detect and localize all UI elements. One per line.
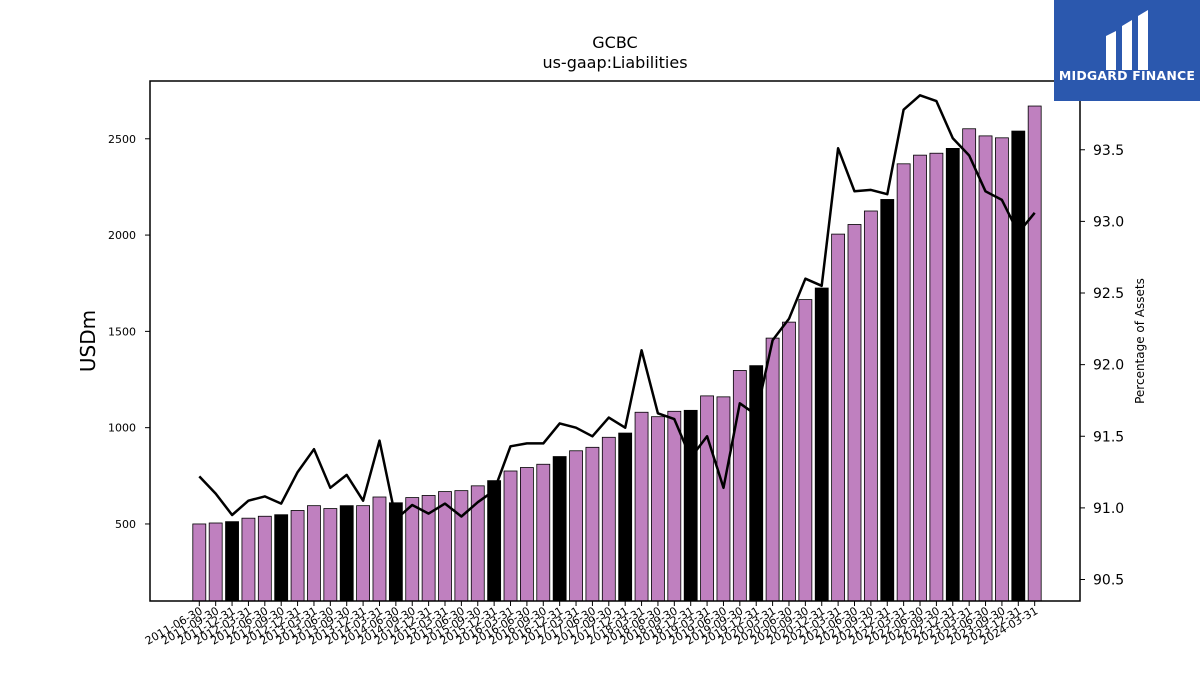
bar-2018-12-31 — [683, 409, 698, 602]
bar-2021-06-30 — [847, 224, 862, 602]
bar-2022-12-31 — [945, 148, 960, 602]
bar-2020-06-30 — [782, 321, 796, 602]
bar-2019-06-30 — [716, 396, 731, 602]
bar-2011-06-30 — [192, 523, 207, 602]
bar-2017-12-31 — [618, 432, 633, 602]
bar-2023-03-31 — [962, 128, 977, 602]
bar-2016-12-31 — [552, 456, 567, 602]
bar-2012-12-31 — [290, 510, 305, 602]
bar-2019-12-31 — [749, 365, 764, 602]
bar-2017-06-30 — [585, 446, 600, 602]
y2-tick-label: 91.5 — [1093, 429, 1124, 445]
bar-2017-09-30 — [601, 436, 616, 602]
bar-2022-09-30 — [929, 152, 944, 602]
bar-2021-12-31 — [880, 199, 895, 602]
y-tick-label: 2000 — [108, 229, 136, 242]
chart-subtitle: us-gaap:Liabilities — [542, 53, 687, 72]
bar-2012-09-30 — [274, 514, 289, 602]
bar-2016-09-30 — [536, 463, 551, 602]
bar-2013-09-30 — [339, 505, 354, 602]
bar-2021-09-30 — [863, 210, 878, 602]
bar-2018-09-30 — [667, 410, 682, 602]
bar-2024-03-31 — [1027, 105, 1042, 602]
bar-2023-12-31 — [1011, 130, 1026, 602]
y2-tick-label: 93.5 — [1093, 143, 1124, 159]
bar-2011-09-30 — [208, 522, 223, 602]
y-tick-label: 2500 — [108, 133, 136, 146]
bar-2013-12-31 — [356, 505, 371, 602]
bar-series — [192, 105, 1042, 602]
y2-tick-label: 91.0 — [1093, 501, 1124, 517]
bar-2019-03-31 — [700, 395, 714, 602]
y-tick-label: 1000 — [108, 422, 136, 435]
logo-mark-icon — [1106, 10, 1148, 70]
x-axis-ticks: 2011-06-302011-09-302011-12-312012-03-31… — [143, 601, 1040, 648]
bar-2020-03-31 — [765, 337, 780, 602]
bar-2023-06-30 — [978, 135, 993, 602]
bar-2015-12-31 — [487, 480, 502, 602]
y-axis-label: USDm — [76, 310, 100, 372]
bar-2021-03-31 — [831, 233, 846, 602]
bar-2013-06-30 — [323, 508, 338, 602]
bar-2015-06-30 — [454, 490, 469, 602]
y2-tick-label: 93.0 — [1093, 214, 1124, 230]
bar-2020-09-30 — [798, 299, 813, 602]
bar-2016-03-31 — [503, 470, 518, 602]
brand-logo: MIDGARD FINANCE — [1054, 0, 1200, 101]
y-tick-label: 1500 — [108, 325, 136, 338]
brand-name: MIDGARD FINANCE — [1058, 68, 1196, 83]
y2-axis-label: Percentage of Assets — [1133, 278, 1147, 404]
bar-2022-03-31 — [896, 163, 911, 602]
line-series — [198, 94, 1036, 521]
bar-2012-06-30 — [257, 515, 272, 602]
bar-2017-03-31 — [569, 450, 583, 602]
bar-2011-12-31 — [225, 521, 239, 602]
y-tick-label: 500 — [115, 518, 136, 531]
bar-2018-03-31 — [634, 411, 649, 602]
chart-title: GCBC — [592, 33, 637, 52]
y2-tick-label: 92.5 — [1093, 286, 1124, 302]
bar-2020-12-31 — [814, 287, 829, 602]
plot-frame — [149, 80, 1081, 602]
bar-2014-09-30 — [405, 497, 420, 602]
bar-2012-03-31 — [241, 517, 256, 602]
y2-axis-ticks: 90.5 91.0 91.5 92.0 92.5 93.0 93.5 — [1080, 143, 1124, 589]
bar-2022-06-30 — [913, 154, 927, 602]
y-axis-ticks: 500 1000 1500 2000 2500 — [108, 133, 150, 531]
bar-2014-03-31 — [372, 496, 387, 602]
bar-2016-06-30 — [520, 467, 534, 602]
bar-2013-03-31 — [307, 505, 321, 602]
y2-tick-label: 90.5 — [1093, 573, 1124, 589]
bar-2018-06-30 — [651, 416, 665, 602]
y2-tick-label: 92.0 — [1093, 358, 1124, 374]
percentage-of-assets-line — [198, 94, 1036, 521]
